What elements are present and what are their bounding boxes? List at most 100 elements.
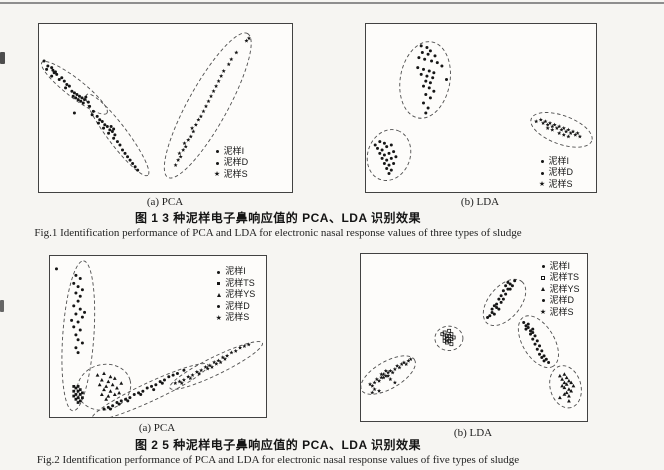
data-point-star xyxy=(183,144,188,149)
data-point-star xyxy=(194,369,199,374)
data-point-dot xyxy=(74,346,78,350)
data-point-star xyxy=(219,73,224,78)
data-point-dot xyxy=(113,133,117,137)
data-point-dot xyxy=(504,284,508,288)
data-point-star xyxy=(374,377,379,382)
data-point-dot xyxy=(175,372,179,376)
legend-item: 泥样I xyxy=(215,266,255,278)
data-point-dot xyxy=(128,158,132,162)
data-point-dot xyxy=(492,304,496,308)
data-point-dot xyxy=(382,141,386,145)
data-point-dot xyxy=(154,383,158,387)
data-point-dot xyxy=(419,72,423,76)
data-point-star xyxy=(370,390,375,395)
data-point-dot xyxy=(526,325,530,329)
data-point-dot xyxy=(60,76,64,80)
data-point-dot xyxy=(529,332,532,336)
data-point-dot xyxy=(423,57,427,61)
data-point-triangle xyxy=(567,398,571,403)
data-point-square-open xyxy=(442,338,447,343)
data-point-square xyxy=(78,388,82,392)
data-point-triangle xyxy=(571,383,576,388)
data-point-dot xyxy=(394,155,398,159)
data-point-dot xyxy=(432,71,436,75)
data-point-dot xyxy=(72,281,76,285)
data-point-star xyxy=(390,370,395,375)
data-point-dot xyxy=(422,67,425,71)
data-point-star xyxy=(188,134,193,139)
figure2-caption: 图 2 5 种泥样电子鼻响应值的 PCA、LDA 识别效果 Fig.2 Iden… xyxy=(0,436,556,466)
data-point-triangle xyxy=(102,387,106,392)
data-point-dot xyxy=(53,70,57,74)
data-point-dot xyxy=(531,330,535,334)
data-point-star xyxy=(395,363,400,368)
data-point-dot xyxy=(389,156,393,160)
data-point-dot xyxy=(424,79,428,83)
data-point-dot xyxy=(95,114,99,118)
data-point-triangle xyxy=(560,383,565,388)
scatter-plot-fig2-lda: 泥样I 泥样TS 泥样YS 泥样D ★ 泥样S xyxy=(360,253,588,422)
data-point-star xyxy=(173,162,178,167)
data-point-triangle xyxy=(106,379,111,384)
data-point-dot xyxy=(76,338,80,342)
data-point-star xyxy=(573,132,578,137)
data-point-star xyxy=(388,377,393,382)
legend-label: 泥样TS xyxy=(549,272,580,283)
data-point-dot xyxy=(427,69,431,73)
data-point-dot xyxy=(160,381,164,385)
data-point-dot xyxy=(76,351,80,355)
data-point-star xyxy=(222,356,228,361)
legend-marker-triangle-icon xyxy=(540,287,547,292)
data-point-dot xyxy=(542,359,546,363)
legend-label: 泥样TS xyxy=(225,277,255,288)
data-point-star xyxy=(233,348,238,353)
legend-item: 泥样TS xyxy=(215,278,255,290)
data-point-dot xyxy=(428,49,432,53)
data-point-star xyxy=(214,361,219,366)
data-point-star xyxy=(538,117,543,122)
data-point-dot xyxy=(162,378,166,382)
data-point-star xyxy=(179,380,184,385)
data-point-star xyxy=(216,78,221,83)
data-point-star xyxy=(543,119,548,124)
data-point-dot xyxy=(117,402,121,406)
data-point-triangle xyxy=(104,384,109,388)
data-point-triangle xyxy=(99,392,104,396)
data-point-dot xyxy=(106,405,110,409)
data-point-dot xyxy=(389,143,393,147)
data-point-square xyxy=(78,399,82,403)
data-point-dot xyxy=(524,324,528,328)
data-point-star xyxy=(545,122,550,127)
data-point-triangle xyxy=(119,381,124,385)
data-point-dot xyxy=(103,123,107,127)
data-point-star xyxy=(386,370,391,375)
data-point-dot xyxy=(508,287,512,291)
data-point-dot xyxy=(432,89,436,93)
data-point-dot xyxy=(382,153,386,157)
data-point-dot xyxy=(387,151,391,155)
data-point-triangle xyxy=(112,392,117,396)
data-point-square-open xyxy=(447,333,452,338)
data-point-dot xyxy=(501,297,505,301)
data-point-star xyxy=(203,364,208,369)
data-point-dot xyxy=(513,279,517,283)
data-point-square xyxy=(72,389,76,393)
data-point-dot xyxy=(428,96,432,100)
data-point-star xyxy=(237,345,243,350)
data-point-triangle xyxy=(99,377,104,382)
legend-label: 泥样I xyxy=(549,260,571,271)
data-point-triangle xyxy=(112,376,117,380)
legend-marker-square-icon xyxy=(215,282,222,286)
legend-item: 泥样YS xyxy=(540,284,580,296)
legend-item: ★ 泥样S xyxy=(540,307,580,319)
data-point-dot xyxy=(45,67,49,71)
data-point-dot xyxy=(118,143,122,147)
data-point-star xyxy=(570,129,576,134)
data-point-dot xyxy=(422,84,425,88)
data-point-dot xyxy=(506,280,510,284)
data-point-dot xyxy=(387,172,391,176)
data-point-star xyxy=(191,129,196,134)
data-point-dot xyxy=(112,136,116,140)
data-point-dot xyxy=(373,143,377,147)
legend-marker-dot-icon xyxy=(539,160,546,164)
